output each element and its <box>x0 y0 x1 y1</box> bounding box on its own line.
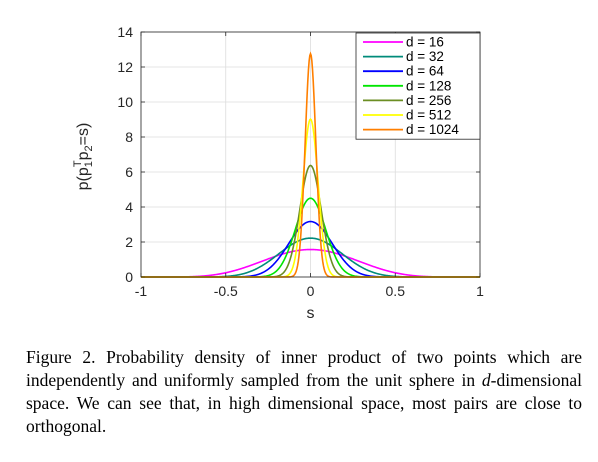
y-tick-label: 2 <box>125 234 133 250</box>
x-axis-label: s <box>307 305 315 322</box>
y-tick-label: 8 <box>125 129 133 145</box>
legend-label: d = 128 <box>406 78 451 93</box>
x-tick-label: 0 <box>307 283 315 299</box>
legend-label: d = 64 <box>406 64 444 79</box>
caption-label: Figure 2. <box>26 347 96 367</box>
caption-italic: d <box>481 370 491 390</box>
x-tick-label: 0.5 <box>386 283 406 299</box>
y-tick-label: 14 <box>117 24 133 40</box>
y-tick-label: 10 <box>117 94 133 110</box>
legend-label: d = 512 <box>406 108 451 123</box>
figure-caption: Figure 2. Probability density of inner p… <box>26 346 582 438</box>
x-tick-label: -0.5 <box>214 283 238 299</box>
y-tick-label: 12 <box>117 59 133 75</box>
legend-label: d = 32 <box>406 49 444 64</box>
y-tick-label: 0 <box>125 269 133 285</box>
y-tick-label: 4 <box>125 199 133 215</box>
x-tick-label: 1 <box>476 283 484 299</box>
legend-label: d = 256 <box>406 93 451 108</box>
y-tick-label: 6 <box>125 164 133 180</box>
x-tick-label: -1 <box>135 283 148 299</box>
caption-text-after: -dimensional space. We can see that, in … <box>26 370 583 436</box>
legend-label: d = 1024 <box>406 122 459 137</box>
y-axis-label: p(p1Tp2=s) <box>72 123 95 191</box>
legend-label: d = 16 <box>406 35 444 50</box>
caption-text-before: Probability density of inner product of … <box>26 347 583 390</box>
